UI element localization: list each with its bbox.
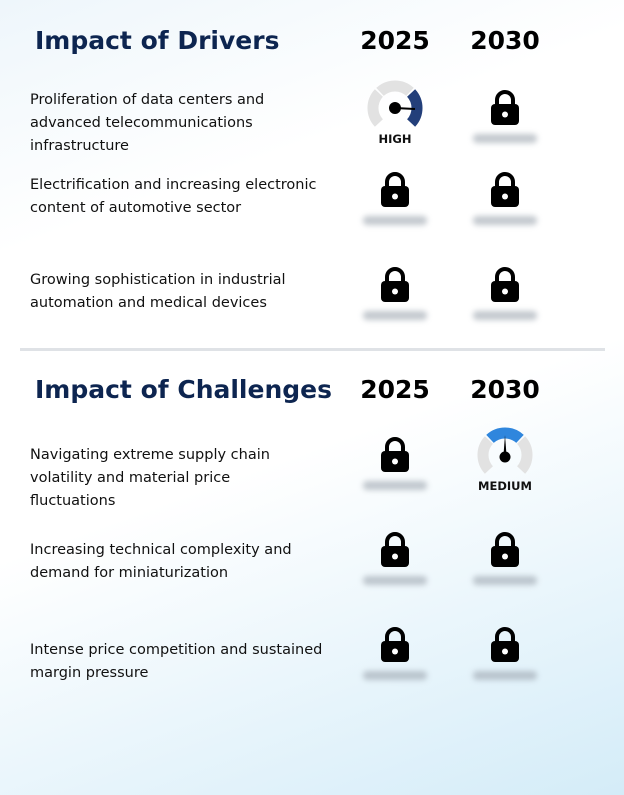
drivers-title: Impact of Drivers [35, 26, 280, 55]
locked-value-placeholder [473, 134, 537, 143]
lock-icon [491, 172, 519, 207]
locked-value-placeholder [363, 671, 427, 680]
drivers-row-3-y2030-cell [450, 267, 560, 320]
challenges-row-1-y2030-cell: MEDIUM [450, 425, 560, 493]
lock-icon [491, 627, 519, 662]
challenges-row-2-y2025-cell [340, 532, 450, 585]
lock-icon [381, 532, 409, 567]
challenges-row-3-y2025-cell [340, 627, 450, 680]
challenges-row-2-text: Increasing technical complexity and dema… [30, 542, 292, 581]
locked-value-placeholder [363, 481, 427, 490]
section-divider [20, 348, 605, 351]
lock-icon [381, 437, 409, 472]
lock-icon [381, 267, 409, 302]
drivers-row-3-text: Growing sophistication in industrial aut… [30, 272, 286, 311]
challenges-row-3-text: Intense price competition and sustained … [30, 642, 323, 681]
lock-icon [381, 172, 409, 207]
drivers-row-2-y2030-cell [450, 172, 560, 225]
drivers-row-1-y2025-cell: HIGH [340, 78, 450, 146]
locked-value-placeholder [473, 216, 537, 225]
drivers-row-1-y2030-cell [450, 90, 560, 143]
gauge-high-icon [367, 80, 423, 127]
locked-value-placeholder [363, 311, 427, 320]
gauge-label: MEDIUM [478, 479, 532, 493]
challenges-row-2-y2030-cell [450, 532, 560, 585]
locked-value-placeholder [363, 576, 427, 585]
drivers-year-2025: 2025 [360, 26, 430, 55]
drivers-row-3-y2025-cell [340, 267, 450, 320]
challenges-row-3-y2030-cell [450, 627, 560, 680]
challenges-year-2030: 2030 [470, 375, 540, 404]
lock-icon [491, 267, 519, 302]
drivers-year-2030: 2030 [470, 26, 540, 55]
challenges-row-1-y2025-cell [340, 437, 450, 490]
locked-value-placeholder [473, 671, 537, 680]
drivers-row-2-y2025-cell [340, 172, 450, 225]
locked-value-placeholder [473, 576, 537, 585]
drivers-row-1-text: Proliferation of data centers and advanc… [30, 92, 265, 154]
locked-value-placeholder [363, 216, 427, 225]
drivers-row-2-text: Electrification and increasing electroni… [30, 177, 317, 216]
challenges-year-2025: 2025 [360, 375, 430, 404]
lock-icon [381, 627, 409, 662]
lock-icon [491, 532, 519, 567]
gauge-medium-icon [477, 427, 533, 474]
challenges-row-1-text: Navigating extreme supply chain volatili… [30, 447, 270, 509]
gauge-label: HIGH [378, 132, 412, 146]
challenges-title: Impact of Challenges [35, 375, 332, 404]
locked-value-placeholder [473, 311, 537, 320]
lock-icon [491, 90, 519, 125]
